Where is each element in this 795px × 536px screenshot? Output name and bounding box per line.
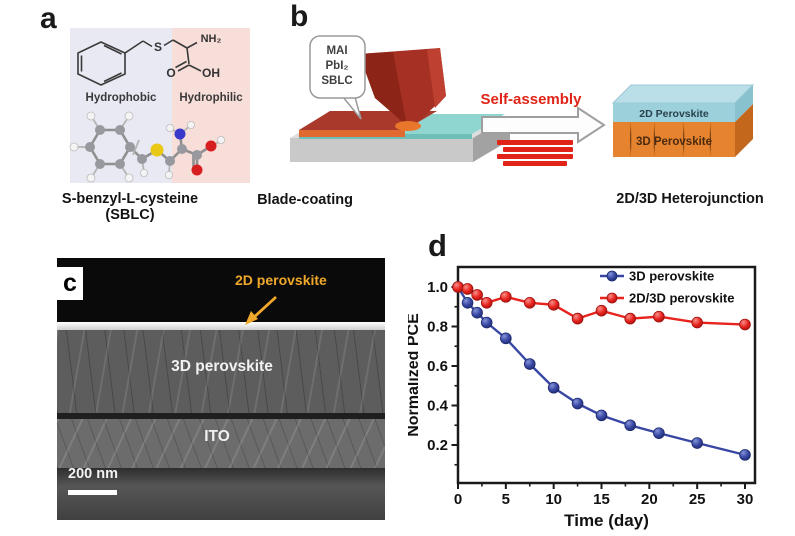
data-point [624,419,637,432]
x-axis-tick-label: 5 [502,491,510,508]
atom-label-o: O [166,66,175,80]
data-point [691,437,703,449]
data-point [461,296,474,309]
stack-2d-label: 2D Perovskite [639,108,709,120]
y-axis-tick-label: 0.2 [427,437,448,454]
x-axis-tick-label: 0 [454,491,462,508]
data-point [739,449,751,461]
sem-2d-annotation: 2D perovskite [235,272,327,288]
x-axis-tick-label: 30 [737,491,754,508]
ink-meniscus [395,121,421,131]
data-point [480,296,493,309]
data-point [461,283,474,295]
chart-y-axis-label: Normalized PCE [408,313,422,437]
y-axis-tick-label: 0.6 [427,358,448,375]
data-point [471,289,483,301]
x-axis-tick-label: 10 [545,491,562,508]
blade-coating-illustration: MAI PbI₂ SBLC Self-assembly 2D Perovskit… [290,35,755,166]
data-point [547,381,560,394]
data-point [523,296,536,309]
hydrophobic-label: Hydrophobic [85,92,157,104]
skeletal-structure [77,39,202,86]
stack-3d-label: 3D Perovskite [636,136,712,148]
y-axis-tick-label: 1.0 [427,279,448,296]
sem-2d-layer [57,322,385,331]
data-point [653,310,665,323]
data-point [653,427,665,439]
pce-stability-chart: 0 5 10 15 20 25 30 0.2 0.4 0.6 0.8 1.0 Time (day) Nor… [408,265,757,530]
bubble-line: SBLC [321,75,352,87]
scale-bar-label: 200 nm [68,466,118,482]
sblc-molecule-graphic: S NH₂ O OH [69,33,225,183]
blade [359,48,446,131]
panel-a-caption: S-benzyl-L-cysteine (SBLC) [61,191,199,223]
x-axis-tick-label: 20 [641,491,658,508]
panel-a-label: a [40,2,57,35]
data-point [739,318,751,331]
atom-label-oh: OH [202,66,220,80]
sem-ito-layer [57,419,385,468]
atom-label-nh2: NH₂ [201,33,222,45]
blade-coating-caption: Blade-coating [257,192,353,208]
nitrogen-atom [174,128,186,140]
data-point [624,312,637,325]
data-point [595,304,608,317]
data-point [500,332,512,345]
data-point [571,312,584,325]
sem-vacuum-region [57,258,385,324]
sem-3d-layer [57,330,385,413]
data-point [471,306,483,319]
scale-bar [68,490,117,495]
data-point [452,281,464,293]
y-axis-tick-label: 0.8 [427,319,448,336]
ink-bubble: MAI PbI₂ SBLC [309,35,366,120]
data-point [480,316,493,329]
hydrophilic-label: Hydrophilic [179,92,243,104]
data-point [523,358,536,370]
data-point [547,298,560,311]
sem-interface-line [57,412,385,420]
bubble-line: PbI₂ [326,60,349,72]
data-point [571,397,584,410]
panel-c-label: c [57,267,83,300]
atom-label-s: S [154,40,162,54]
legend-label: 3D perovskite [629,269,714,284]
sem-image: c 2D perovskite 3D perovskite ITO 200 nm [57,258,385,520]
self-assembly-label: Self-assembly [481,91,583,108]
hydrophilic-region [172,28,250,183]
legend-label: 2D/3D perovskite [629,291,735,306]
oxygen-atom [191,164,203,176]
sem-annotation-arrow-icon [245,295,277,325]
data-point [595,409,608,422]
x-axis-tick-label: 15 [593,491,610,508]
panel-d-label: d [428,228,447,263]
layered-2d-sheets-icon [497,140,573,166]
heterojunction-stack: 2D Perovskite 3D Perovskite [611,84,755,157]
legend-marker [606,270,618,282]
panel-b-label: b [290,0,309,33]
molecule-3d-model [69,111,225,183]
x-axis-tick-label: 25 [689,491,706,508]
heterojunction-caption: 2D/3D Heterojunction [616,191,764,207]
sulfur-atom [150,143,164,157]
oxygen-atom [205,140,217,152]
process-arrow-icon [481,106,606,144]
sem-ito-annotation: ITO [204,428,230,445]
bubble-line: MAI [326,45,347,57]
chart-frame [456,265,757,485]
sem-3d-annotation: 3D perovskite [171,358,273,375]
data-point [500,291,512,303]
data-point [691,316,703,329]
legend-marker [606,292,618,304]
y-axis-tick-label: 0.4 [427,398,449,415]
chart-x-axis-label: Time (day) [564,511,649,530]
